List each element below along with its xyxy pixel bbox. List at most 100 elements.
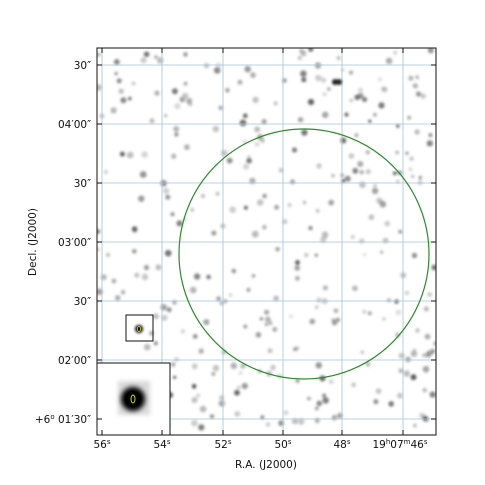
star xyxy=(97,288,103,296)
star xyxy=(414,129,420,135)
star xyxy=(259,317,263,321)
star xyxy=(322,285,328,291)
star xyxy=(326,87,331,91)
star xyxy=(244,65,251,73)
star xyxy=(215,191,220,196)
star xyxy=(212,364,220,372)
star xyxy=(211,230,217,236)
star xyxy=(254,126,261,133)
star xyxy=(316,297,322,303)
star xyxy=(407,115,412,120)
y-tick-label: 30″ xyxy=(74,296,91,308)
zoom-inset xyxy=(96,362,171,436)
y-axis-label: Decl. (J2000) xyxy=(27,208,39,276)
star xyxy=(331,173,335,178)
star xyxy=(156,57,164,64)
star xyxy=(192,334,198,339)
star xyxy=(382,237,389,244)
star xyxy=(176,220,183,227)
star xyxy=(428,133,433,138)
star xyxy=(322,111,329,119)
star xyxy=(174,103,181,110)
star xyxy=(134,272,140,278)
star xyxy=(128,96,132,101)
star xyxy=(380,250,384,254)
y-tick-label: 03′00″ xyxy=(58,237,91,249)
star xyxy=(182,92,189,100)
star xyxy=(131,226,138,232)
star xyxy=(419,412,425,419)
star xyxy=(418,176,422,180)
star xyxy=(164,113,168,118)
star xyxy=(262,224,267,230)
star xyxy=(173,375,177,379)
star xyxy=(229,206,236,214)
star xyxy=(226,157,233,164)
star xyxy=(103,169,109,175)
star xyxy=(242,113,248,119)
star xyxy=(211,372,216,376)
star xyxy=(359,181,366,189)
star xyxy=(381,86,388,93)
star xyxy=(260,138,265,143)
star xyxy=(243,163,250,170)
star xyxy=(427,292,432,297)
star xyxy=(410,374,417,381)
star xyxy=(344,112,349,117)
star xyxy=(371,187,379,195)
star xyxy=(155,264,162,271)
star xyxy=(230,362,238,370)
x-tick-label: 54s xyxy=(153,438,170,451)
star xyxy=(153,341,158,346)
source-blob xyxy=(135,325,143,333)
star xyxy=(307,396,311,401)
x-tick-label: 48s xyxy=(333,438,350,451)
star xyxy=(422,365,430,373)
star xyxy=(180,329,185,334)
star xyxy=(348,70,354,75)
star xyxy=(392,50,398,55)
star xyxy=(270,364,276,371)
star xyxy=(350,235,355,239)
star xyxy=(290,179,295,185)
star xyxy=(272,327,278,332)
star xyxy=(209,414,215,419)
star xyxy=(373,183,377,188)
star xyxy=(140,57,147,64)
star xyxy=(363,253,367,257)
star xyxy=(165,194,171,200)
star xyxy=(216,296,222,302)
y-tick-label: 02′00″ xyxy=(58,355,91,367)
star xyxy=(206,274,211,280)
star xyxy=(198,348,204,354)
star xyxy=(190,207,195,212)
star xyxy=(196,393,201,398)
star xyxy=(359,238,365,244)
star xyxy=(264,309,270,315)
star xyxy=(333,308,339,314)
star xyxy=(360,350,364,354)
star xyxy=(351,382,356,388)
star xyxy=(396,179,400,184)
star xyxy=(352,167,359,174)
star xyxy=(120,97,127,104)
star xyxy=(114,71,118,76)
y-tick-label: 30″ xyxy=(74,60,91,72)
x-tick-label: 56s xyxy=(93,438,110,451)
star xyxy=(237,385,241,390)
star xyxy=(97,247,100,252)
star xyxy=(143,343,151,351)
star xyxy=(260,415,265,420)
star xyxy=(412,83,418,89)
star xyxy=(163,187,170,194)
star xyxy=(415,328,420,333)
star xyxy=(415,91,422,97)
star xyxy=(349,98,354,103)
star xyxy=(316,400,323,407)
tick-marks xyxy=(97,48,436,435)
star xyxy=(273,101,278,106)
x-tick-label: 19h07m46s xyxy=(372,438,427,451)
star xyxy=(114,295,121,301)
star xyxy=(243,205,248,210)
star xyxy=(405,151,409,155)
